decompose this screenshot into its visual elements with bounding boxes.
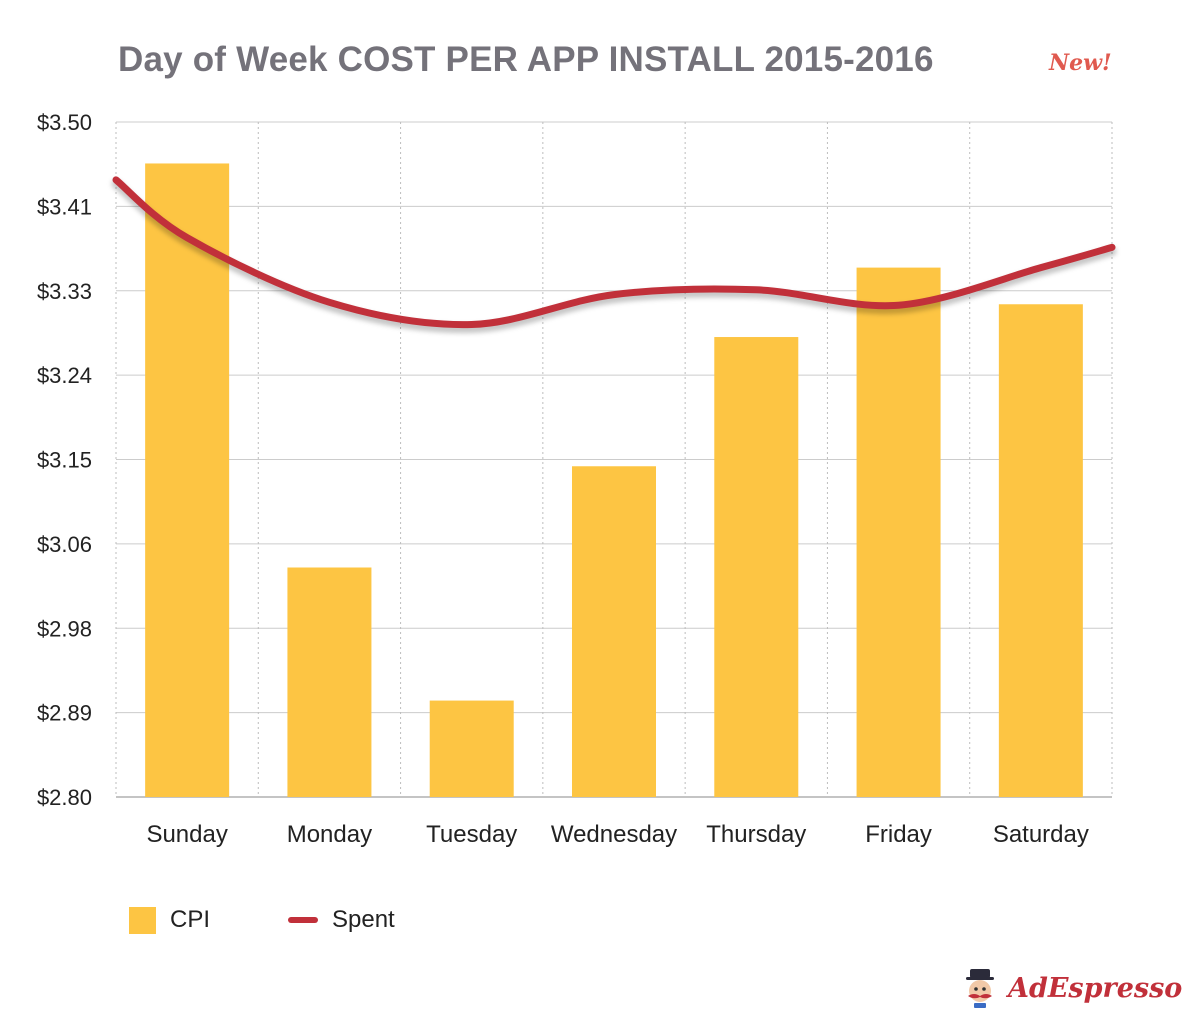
x-tick-label: Monday	[287, 821, 372, 848]
spent-line-path	[112, 176, 1116, 329]
y-tick-label: $3.33	[37, 279, 92, 304]
cpi-bar	[145, 163, 230, 797]
legend-label-spent: Spent	[332, 906, 395, 933]
y-tick-label: $3.15	[37, 448, 92, 473]
x-tick-label: Saturday	[993, 821, 1089, 848]
cpi-bar	[287, 567, 372, 797]
legend-label-cpi: CPI	[170, 906, 211, 933]
y-tick-label: $3.41	[37, 194, 92, 219]
new-badge: New!	[1049, 50, 1112, 76]
y-tick-label: $2.98	[37, 616, 92, 641]
x-tick-label: Sunday	[146, 821, 227, 848]
x-tick-label: Tuesday	[426, 821, 517, 848]
y-tick-label: $2.89	[37, 701, 92, 726]
y-tick-label: $3.06	[37, 532, 92, 557]
brand-name: AdEspresso	[1008, 972, 1183, 1004]
x-tick-label: Wednesday	[551, 821, 677, 848]
axis-labels: $2.80 $2.89 $2.98 $3.06 $3.15 $3.24 $3.33 $3.41…	[37, 110, 1089, 848]
chart-title: Day of Week COST PER APP INSTALL 2015-20…	[118, 40, 934, 79]
spent-swatch	[288, 917, 318, 923]
cpi-bar	[572, 466, 656, 797]
legend-item-cpi[interactable]: CPI	[129, 906, 210, 934]
legend-item-spent[interactable]: Spent	[288, 906, 395, 934]
cpi-bar	[856, 267, 941, 797]
cpi-bars	[145, 163, 1083, 797]
chart-area: $2.80 $2.89 $2.98 $3.06 $3.15 $3.24 $3.33 $3.41…	[37, 110, 1117, 848]
cpi-bar	[998, 304, 1083, 797]
cpi-swatch	[129, 906, 156, 934]
cpi-bar	[429, 700, 514, 797]
x-tick-label: Thursday	[706, 821, 806, 848]
y-tick-label: $3.50	[37, 110, 92, 135]
spent-line	[111, 176, 1117, 334]
y-tick-label: $2.80	[37, 785, 92, 810]
adespresso-logo: AdEspresso	[958, 966, 1182, 1010]
cpi-bar	[714, 337, 799, 797]
y-tick-label: $3.24	[37, 363, 92, 388]
x-tick-label: Friday	[865, 821, 932, 848]
mascot-icon	[966, 969, 994, 1008]
spent-line-shadow	[111, 179, 1117, 334]
